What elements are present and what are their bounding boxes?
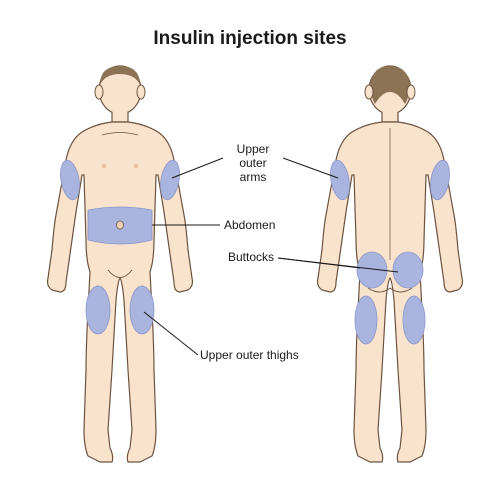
site-thigh-front-right xyxy=(130,286,154,334)
site-thigh-back-right xyxy=(403,296,425,344)
front-figure xyxy=(48,66,193,462)
site-buttock-right xyxy=(393,252,423,288)
site-thigh-back-left xyxy=(355,296,377,344)
back-figure xyxy=(318,66,463,462)
label-buttocks: Buttocks xyxy=(228,250,274,264)
label-upper-thighs: Upper outer thighs xyxy=(200,348,299,362)
label-upper-arms: Upper outer arms xyxy=(222,143,284,184)
site-thigh-front-left xyxy=(86,286,110,334)
label-abdomen: Abdomen xyxy=(224,218,275,232)
